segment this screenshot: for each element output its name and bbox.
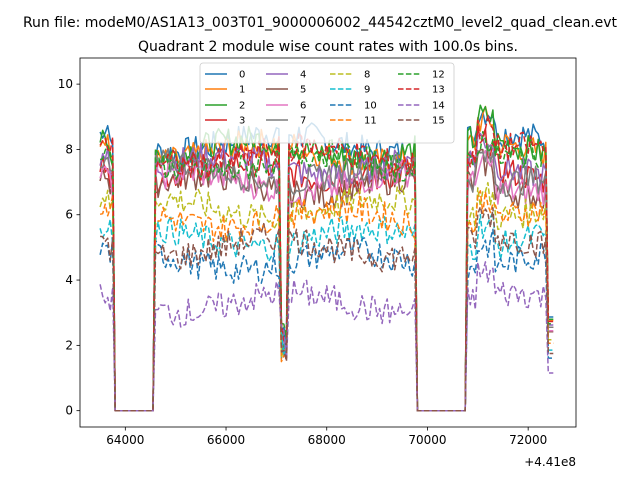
x-offset-label: +4.41e8	[524, 455, 576, 469]
x-tick-label: 72000	[509, 433, 547, 447]
x-tick-label: 70000	[408, 433, 446, 447]
legend-label: 8	[364, 70, 370, 81]
series-line-9	[99, 211, 554, 412]
series-line-11	[99, 190, 554, 412]
series-line-14	[99, 261, 554, 412]
series-line-8	[99, 181, 554, 412]
series-line-13	[99, 115, 554, 412]
y-tick-label: 0	[65, 404, 73, 418]
legend-label: 15	[432, 116, 445, 127]
y-tick-label: 4	[65, 273, 73, 287]
legend-label: 6	[300, 101, 306, 112]
plot-lines	[99, 104, 554, 412]
series-line-7	[99, 143, 554, 412]
legend-label: 13	[432, 85, 445, 96]
legend-box	[199, 62, 455, 144]
series-line-5	[99, 148, 554, 412]
figure-suptitle: Run file: modeM0/AS1A13_003T01_900000600…	[23, 15, 618, 31]
axes-border	[79, 57, 577, 428]
series-line-10	[99, 228, 554, 412]
x-tick-label: 66000	[207, 433, 245, 447]
legend-label: 4	[300, 70, 306, 81]
legend-label: 9	[364, 85, 370, 96]
axes-title: Quadrant 2 module wise count rates with …	[138, 39, 518, 55]
legend-label: 1	[239, 85, 245, 96]
x-tick-label: 64000	[106, 433, 144, 447]
series-line-12	[99, 130, 554, 412]
legend-label: 2	[239, 101, 245, 112]
legend-label: 12	[432, 70, 445, 81]
legend-label: 7	[300, 116, 306, 127]
legend-label: 3	[239, 116, 245, 127]
legend-label: 5	[300, 85, 306, 96]
y-tick-label: 2	[65, 338, 73, 352]
axes-frame	[79, 57, 577, 428]
legend-label: 11	[364, 116, 377, 127]
legend-label: 14	[432, 101, 445, 112]
x-tick-label: 68000	[308, 433, 346, 447]
legend-label: 0	[239, 70, 245, 81]
legend-label: 10	[364, 101, 377, 112]
y-tick-label: 10	[58, 77, 73, 91]
y-tick-label: 8	[65, 142, 73, 156]
y-tick-label: 6	[65, 208, 73, 222]
tick-marks: 64000 66000 68000 70000 72000 0 2 4 6 8 10	[58, 77, 548, 447]
